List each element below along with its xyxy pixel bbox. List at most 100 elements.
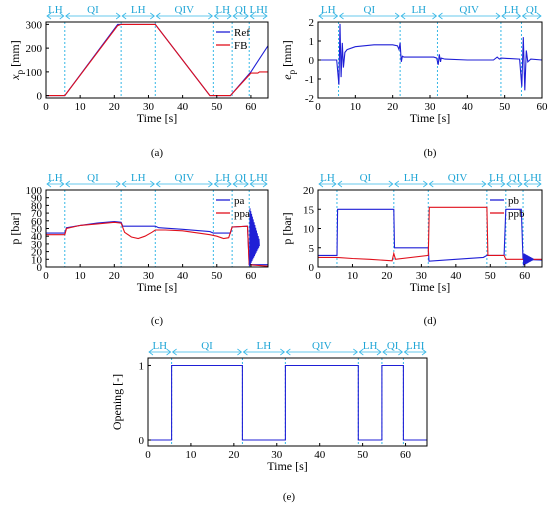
- y-tick-label: 0: [309, 55, 315, 67]
- y-tick-label: 100: [26, 185, 43, 197]
- phase-label: QI: [526, 4, 538, 16]
- phase-arrowhead-left: [394, 180, 400, 188]
- phase-arrowhead-right: [243, 12, 249, 20]
- x-tick-label: 50: [211, 101, 223, 113]
- phase-arrowhead-left: [121, 12, 127, 20]
- phase-arrowhead-left: [338, 12, 344, 20]
- chart-panel-d: 0 10 20 30 40 50 60 0 5 10 15 20 Time [s] p [bar] LH QI…: [280, 172, 543, 327]
- legend-label: Ref: [234, 27, 250, 39]
- phase-arrowhead-left: [121, 180, 127, 188]
- y-tick-label: 0: [139, 435, 145, 447]
- phase-arrowhead-left: [382, 348, 388, 356]
- y-tick-label: 5: [309, 243, 315, 255]
- phase-arrowhead-left: [501, 12, 507, 20]
- y-tick-label: 80: [31, 200, 43, 212]
- series-line-FB: [46, 23, 268, 97]
- phase-arrowhead-right: [280, 348, 286, 356]
- series-line-b-0: [318, 23, 542, 91]
- phase-arrowhead-right: [331, 180, 337, 188]
- phase-label: QI: [235, 172, 247, 184]
- phase-arrowhead-left: [358, 348, 364, 356]
- phase-arrowhead-left: [46, 180, 52, 188]
- y-tick-label: 100: [26, 67, 43, 79]
- phase-label: LH: [489, 172, 504, 184]
- phase-arrowhead-left: [213, 180, 219, 188]
- phase-label: LH: [48, 172, 63, 184]
- phase-arrowhead-right: [517, 180, 523, 188]
- panel-caption: (d): [424, 315, 437, 327]
- x-axis-label: Time [s]: [410, 111, 451, 125]
- phase-arrowhead-right: [208, 180, 214, 188]
- phase-arrowhead-right: [208, 12, 214, 20]
- phase-arrowhead-left: [65, 180, 71, 188]
- phase-arrowhead-right: [516, 12, 522, 20]
- y-tick-label: 2: [309, 17, 315, 29]
- x-tick-label: 30: [416, 270, 428, 282]
- y-tick-label: 60: [31, 216, 43, 228]
- phase-arrowhead-right: [394, 12, 400, 20]
- x-tick-label: 30: [271, 449, 283, 461]
- x-tick-label: 20: [381, 270, 393, 282]
- phase-arrowhead-right: [353, 348, 358, 356]
- x-tick-label: 10: [350, 101, 362, 113]
- y-tick-label: 0: [37, 262, 43, 274]
- panel-caption: (e): [283, 491, 296, 503]
- phase-arrowhead-right: [432, 12, 438, 20]
- y-tick-label: 0: [37, 91, 43, 103]
- x-tick-label: 0: [315, 270, 321, 282]
- phase-arrowhead-right: [226, 12, 232, 20]
- phase-label: QIV: [175, 4, 195, 16]
- legend-label: pb: [508, 195, 520, 207]
- phase-label: LH: [411, 4, 426, 16]
- chart-panel-c: 0 10 20 30 40 50 600102030405060708090100Time …: [8, 172, 269, 327]
- x-tick-label: 60: [519, 270, 531, 282]
- x-tick-label: 40: [462, 101, 474, 113]
- y-tick-label: 1: [139, 360, 145, 372]
- x-tick-label: 10: [75, 270, 87, 282]
- phase-arrowhead-right: [243, 180, 249, 188]
- phase-arrowhead-left: [428, 180, 434, 188]
- y-axis-unit: [mm]: [280, 40, 294, 70]
- series-line-pa: [46, 221, 268, 266]
- x-tick-label: 40: [177, 270, 189, 282]
- x-tick-label: 10: [347, 270, 359, 282]
- phase-label: LH: [48, 4, 63, 16]
- phase-arrowhead-right: [536, 12, 542, 20]
- y-tick-label: 70: [31, 208, 43, 220]
- oscillation-band: [249, 208, 260, 267]
- x-tick-label: 30: [143, 101, 155, 113]
- phase-label: LHI: [406, 340, 425, 352]
- phase-arrowhead-left: [400, 12, 406, 20]
- y-axis-label: p [bar]: [280, 212, 294, 244]
- phase-label: QI: [360, 172, 372, 184]
- phase-arrowhead-right: [536, 180, 542, 188]
- phase-label: LH: [257, 340, 272, 352]
- phase-arrowhead-left: [242, 348, 248, 356]
- phase-arrowhead-left: [171, 348, 177, 356]
- y-tick-label: 40: [31, 231, 43, 243]
- x-tick-label: 0: [43, 270, 49, 282]
- y-axis-label: Opening [-]: [110, 374, 124, 430]
- phase-label: QIV: [312, 340, 332, 352]
- y-axis-symbol: x: [8, 74, 22, 81]
- phase-label: LHI: [249, 172, 268, 184]
- phase-arrowhead-left: [65, 12, 71, 20]
- phase-arrowhead-left: [232, 180, 238, 188]
- phase-arrowhead-right: [376, 348, 382, 356]
- y-tick-label: 10: [31, 254, 43, 266]
- phase-arrowhead-left: [506, 180, 512, 188]
- legend-label: ppb: [508, 208, 525, 220]
- phase-arrowhead-left: [437, 12, 443, 20]
- phase-arrowhead-left: [148, 348, 154, 356]
- phase-arrowhead-right: [262, 12, 268, 20]
- x-tick-label: 40: [450, 270, 462, 282]
- y-axis-subscript: p: [287, 69, 297, 74]
- phase-arrowhead-right: [333, 12, 339, 20]
- series-line-e-0: [148, 364, 427, 441]
- phase-arrowhead-left: [285, 348, 291, 356]
- plot-frame: [147, 357, 428, 447]
- y-tick-label: 200: [26, 43, 43, 55]
- chart-panel-e: 0 10 20 30 40 50 60 0 1 Time [s] Opening [-] LH QI LH…: [110, 340, 428, 503]
- phase-label: LH: [404, 172, 419, 184]
